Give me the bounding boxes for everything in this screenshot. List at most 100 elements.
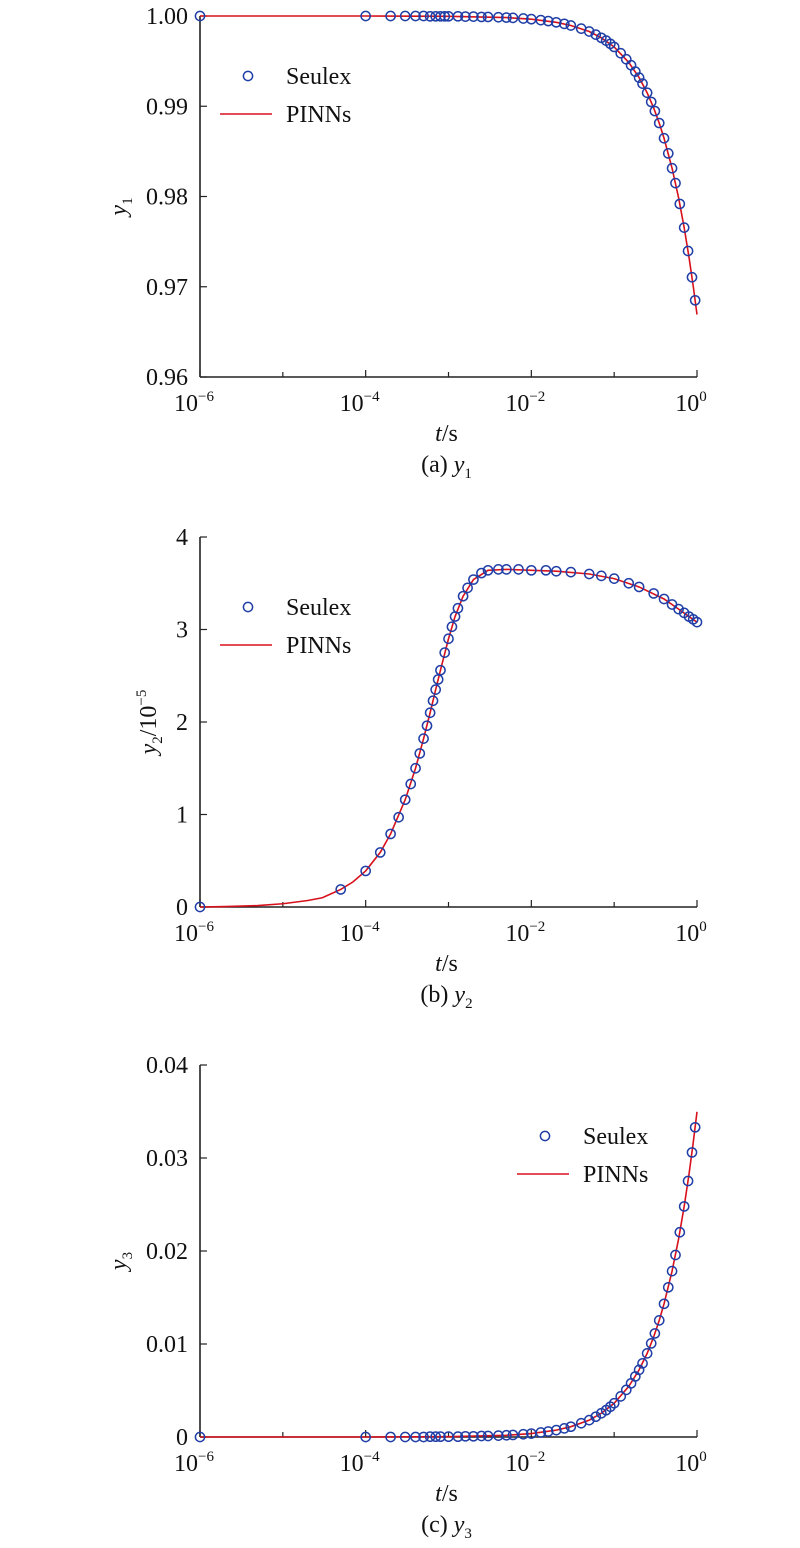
panel-caption: (b) y2 <box>420 982 472 1012</box>
panel-caption: (a) y1 <box>421 452 472 482</box>
seulex-point <box>476 1430 487 1442</box>
seulex-point <box>418 10 429 22</box>
seulex-point <box>583 568 595 580</box>
y-axis-label-sub: 2 <box>150 736 166 744</box>
y-axis-label-var: y <box>106 1259 132 1272</box>
seulex-point <box>558 18 570 30</box>
seulex-point <box>517 1428 529 1440</box>
seulex-point <box>385 828 396 840</box>
seulex-point <box>399 10 411 22</box>
x-tick-base: 10 <box>340 391 364 417</box>
seulex-point <box>666 162 678 174</box>
x-tick-exponent: −2 <box>529 389 545 405</box>
legend-seulex-marker <box>242 70 254 82</box>
pinns-line <box>199 568 698 908</box>
y-tick-label: 0.97 <box>146 275 188 301</box>
y-axis-label: y1 <box>106 197 136 217</box>
caption-sub: 2 <box>465 996 473 1012</box>
x-tick-exponent: −4 <box>364 919 380 935</box>
seulex-point <box>507 1429 519 1441</box>
seulex-point <box>653 117 665 129</box>
x-tick-label: 10−4 <box>340 389 380 417</box>
y-tick-label: 2 <box>176 710 188 736</box>
seulex-point <box>410 10 421 22</box>
seulex-point <box>623 577 635 589</box>
seulex-point <box>645 1338 657 1349</box>
x-tick-base: 10 <box>505 1451 529 1477</box>
panel-caption: (c) y3 <box>421 1512 472 1542</box>
seulex-point <box>658 1298 670 1310</box>
seulex-point <box>565 20 577 31</box>
y-axis-label-var: y <box>106 205 132 218</box>
seulex-point <box>674 1226 686 1238</box>
x-tick-label: 10−2 <box>505 389 545 417</box>
seulex-point <box>633 1364 645 1376</box>
seulex-point <box>565 1421 577 1433</box>
y-tick-label: 0.03 <box>146 1146 188 1172</box>
x-tick-label: 10−6 <box>174 919 214 947</box>
y-tick-label: 4 <box>176 525 188 551</box>
x-tick-label: 100 <box>675 1449 707 1477</box>
x-tick-exponent: −6 <box>198 1449 214 1465</box>
seulex-point <box>670 177 681 189</box>
seulex-point <box>501 12 512 23</box>
x-tick-label: 10−4 <box>340 919 380 947</box>
seulex-point <box>608 573 620 584</box>
seulex-point <box>666 1265 678 1277</box>
x-tick-base: 10 <box>174 391 198 417</box>
seulex-point <box>637 1358 648 1369</box>
y-axis-label: y2/10−5 <box>134 690 166 757</box>
seulex-point <box>649 1328 661 1339</box>
seulex-point <box>645 96 657 108</box>
seulex-point <box>468 11 479 22</box>
x-axis-label: t/s <box>435 421 458 447</box>
x-axis-label-var: t <box>435 421 443 447</box>
seulex-point <box>641 87 653 99</box>
seulex-point <box>468 1430 479 1442</box>
seulex-point <box>443 633 454 645</box>
x-tick-label: 10−6 <box>174 389 214 417</box>
legend-seulex-marker <box>242 601 254 613</box>
seulex-point <box>550 16 562 28</box>
seulex-point <box>374 847 386 858</box>
x-tick-base: 10 <box>174 921 198 947</box>
seulex-point <box>360 10 372 22</box>
seulex-point <box>550 565 562 577</box>
seulex-point <box>430 684 442 695</box>
seulex-point <box>633 72 645 83</box>
seulex-point <box>678 222 690 233</box>
x-tick-label: 10−6 <box>174 1449 214 1477</box>
seulex-point <box>517 13 529 24</box>
x-tick-exponent: −2 <box>529 1449 545 1465</box>
seulex-point <box>360 865 372 877</box>
seulex-point <box>689 294 701 306</box>
seulex-point <box>452 602 464 614</box>
caption-prefix: (a) <box>421 452 454 478</box>
y-tick-label: 0.02 <box>146 1239 188 1265</box>
y-axis-label-suffix: /10 <box>136 706 162 737</box>
y-axis-label-var: y <box>136 743 162 756</box>
seulex-point <box>590 29 602 40</box>
seulex-point <box>414 748 426 759</box>
y-tick-label: 0.98 <box>146 185 188 211</box>
seulex-point <box>421 720 433 732</box>
y-tick-label: 1.00 <box>146 4 188 30</box>
seulex-point <box>678 1201 690 1212</box>
seulex-point <box>542 1426 554 1437</box>
seulex-point <box>662 1281 674 1293</box>
seulex-point <box>468 574 479 585</box>
legend-seulex-label: Seulex <box>286 595 351 621</box>
x-tick-exponent: −2 <box>529 919 545 935</box>
seulex-point <box>565 566 577 578</box>
seulex-point <box>493 11 504 23</box>
legend: Seulex PINNs <box>517 1124 648 1188</box>
seulex-point <box>385 1431 396 1443</box>
y-tick-label: 3 <box>176 618 188 644</box>
caption-sub: 1 <box>464 466 472 482</box>
caption-sub: 3 <box>464 1526 472 1542</box>
seulex-point <box>476 11 487 23</box>
seulex-point <box>335 884 347 895</box>
x-tick-base: 10 <box>505 391 529 417</box>
